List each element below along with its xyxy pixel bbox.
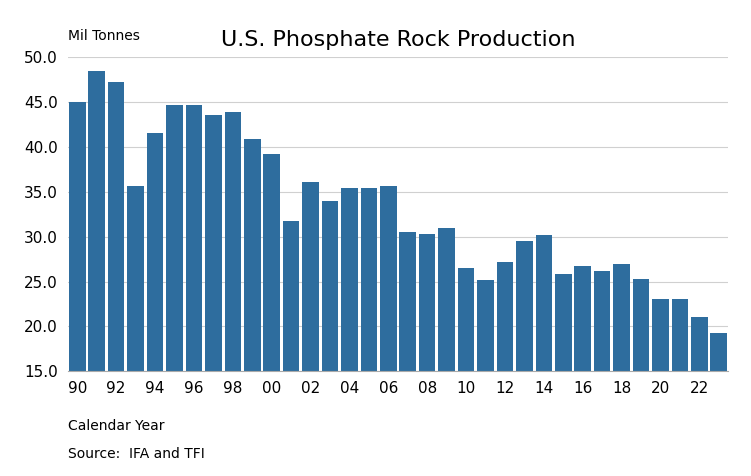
Bar [321,201,338,476]
Text: Mil Tonnes: Mil Tonnes [68,29,140,43]
Bar [146,133,163,476]
Bar [303,182,319,476]
Bar [185,105,202,476]
Bar [128,187,144,476]
Bar [516,241,532,476]
Bar [341,188,357,476]
Bar [614,264,630,476]
Bar [400,232,416,476]
Bar [439,228,455,476]
Bar [496,262,513,476]
Bar [652,299,668,476]
Bar [166,105,182,476]
Bar [69,102,86,476]
Bar [108,82,125,476]
Bar [225,112,241,476]
Bar [594,271,611,476]
Bar [205,116,222,476]
Bar [380,187,397,476]
Bar [360,188,377,476]
Bar [710,333,727,476]
Bar [671,298,688,476]
Text: Calendar Year: Calendar Year [68,419,164,433]
Bar [89,70,105,476]
Bar [244,139,261,476]
Bar [575,266,591,476]
Bar [691,317,707,476]
Title: U.S. Phosphate Rock Production: U.S. Phosphate Rock Production [221,30,575,50]
Bar [264,154,280,476]
Bar [458,268,475,476]
Bar [419,234,436,476]
Bar [283,221,300,476]
Bar [555,274,572,476]
Bar [535,235,552,476]
Bar [633,279,650,476]
Bar [477,280,493,476]
Text: Source:  IFA and TFI: Source: IFA and TFI [68,447,204,461]
